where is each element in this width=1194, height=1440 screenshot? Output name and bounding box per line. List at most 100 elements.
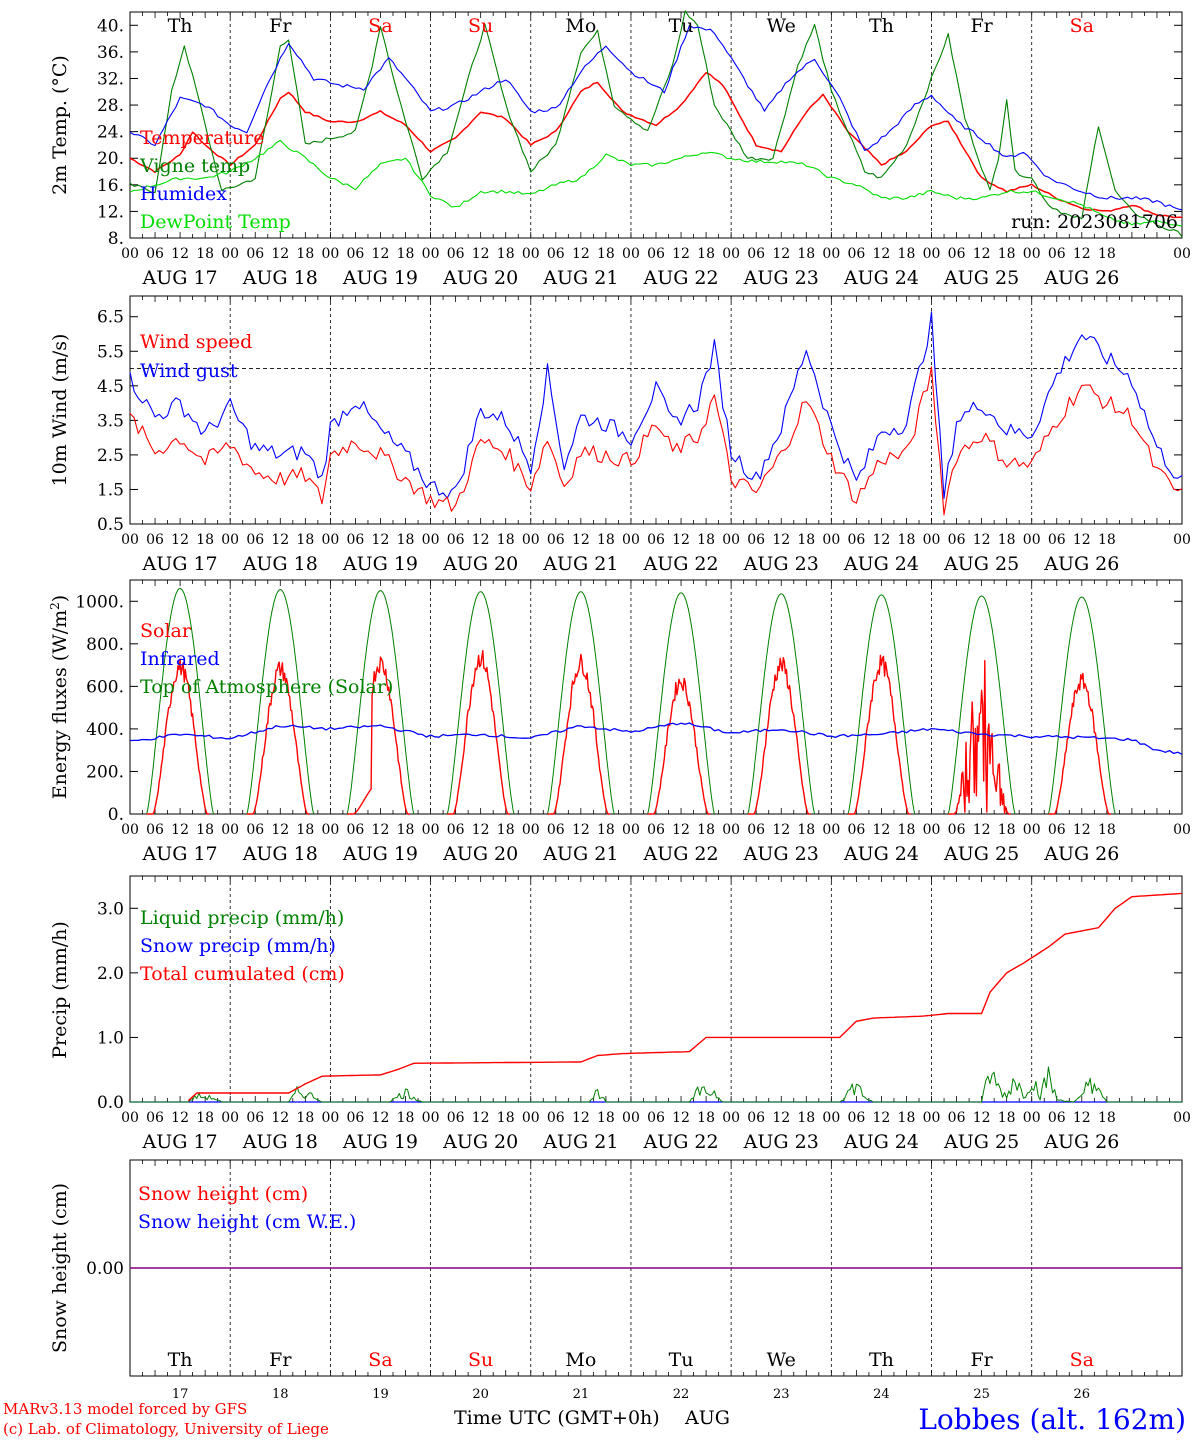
hour-tick-label: 00 bbox=[422, 822, 440, 838]
date-label: AUG 24 bbox=[843, 267, 919, 289]
hour-tick-label: 00 bbox=[822, 822, 840, 838]
hour-tick-label: 18 bbox=[697, 822, 715, 838]
date-label: AUG 17 bbox=[142, 553, 218, 575]
energy-panel: 0. 200. 400. 600. 800. 1000.Energy fluxes (W/… bbox=[48, 579, 1191, 865]
hour-tick-label: 12 bbox=[171, 532, 189, 548]
legend-solar: Solar bbox=[140, 620, 192, 642]
weekday-label: Mo bbox=[565, 1349, 596, 1371]
weekday-label: We bbox=[767, 1349, 796, 1371]
hour-tick-label: 12 bbox=[973, 1110, 991, 1126]
date-label: AUG 23 bbox=[743, 267, 819, 289]
date-label: AUG 18 bbox=[242, 267, 318, 289]
wind-panel: 0.5 1.5 2.5 3.5 4.5 5.5 6.5 10m Wind (m/s) Wind … bbox=[49, 295, 1191, 575]
hour-tick-label: 12 bbox=[873, 532, 891, 548]
date-label: AUG 17 bbox=[142, 843, 218, 865]
hour-tick-label: 12 bbox=[873, 822, 891, 838]
day-number-label: 23 bbox=[773, 1387, 790, 1402]
hour-tick-label: 18 bbox=[497, 1110, 515, 1126]
date-label: AUG 24 bbox=[843, 843, 919, 865]
date-label: AUG 25 bbox=[943, 843, 1019, 865]
hour-tick-label: 12 bbox=[472, 1110, 490, 1126]
hour-tick-label: 06 bbox=[547, 1110, 565, 1126]
hour-tick-label: 00 bbox=[522, 1110, 540, 1126]
hour-tick-label: 18 bbox=[797, 532, 815, 548]
toa-curve bbox=[547, 591, 615, 815]
hour-tick-label: 12 bbox=[672, 1110, 690, 1126]
hour-tick-label: 00 bbox=[221, 822, 239, 838]
hour-tick-label: 00 bbox=[622, 246, 640, 262]
hour-tick-label: 18 bbox=[497, 822, 515, 838]
date-label: AUG 21 bbox=[542, 553, 618, 575]
hour-tick-label: 00 bbox=[622, 822, 640, 838]
legend-total-cumulated-cm-: Total cumulated (cm) bbox=[140, 963, 345, 985]
hour-tick-label: 12 bbox=[672, 532, 690, 548]
hour-tick-label: 00 bbox=[722, 822, 740, 838]
date-label: AUG 22 bbox=[642, 1131, 718, 1153]
series-line-2 bbox=[129, 25, 1183, 211]
date-label: AUG 18 bbox=[242, 553, 318, 575]
liquid-precip-line bbox=[130, 1066, 1182, 1103]
hour-tick-label: 18 bbox=[1098, 246, 1116, 262]
date-label: AUG 25 bbox=[943, 553, 1019, 575]
hour-tick-label: 18 bbox=[998, 822, 1016, 838]
hour-tick-label: 00 bbox=[321, 246, 339, 262]
hour-tick-label: 18 bbox=[497, 246, 515, 262]
day-number-label: 25 bbox=[973, 1387, 990, 1402]
date-label: AUG 18 bbox=[242, 843, 318, 865]
date-label: AUG 22 bbox=[642, 553, 718, 575]
legend-snow-precip-mm-h-: Snow precip (mm/h) bbox=[140, 935, 336, 957]
hour-tick-label: 06 bbox=[246, 532, 264, 548]
date-label: AUG 25 bbox=[943, 267, 1019, 289]
hour-tick-label: 00 bbox=[522, 246, 540, 262]
hour-tick-label: 06 bbox=[447, 1110, 465, 1126]
y-tick-label: 6.5 bbox=[97, 308, 124, 328]
hour-tick-label: 18 bbox=[296, 1110, 314, 1126]
weekday-label: Th bbox=[168, 1349, 193, 1371]
day-number-label: 24 bbox=[873, 1387, 890, 1402]
weekday-label: We bbox=[767, 15, 796, 37]
hour-tick-label: 06 bbox=[1048, 532, 1066, 548]
y-tick-label: 0.0 bbox=[97, 1093, 124, 1113]
hour-tick-label: 00 bbox=[321, 532, 339, 548]
hour-tick-label: 12 bbox=[372, 246, 390, 262]
toa-curve bbox=[947, 595, 1016, 815]
y-tick-label: 5.5 bbox=[97, 342, 124, 362]
precip-panel: 0.0 1.0 2.0 3.0 Precip (mm/h) Liquid precip (… bbox=[49, 875, 1191, 1153]
y-tick-label: 2.0 bbox=[97, 964, 124, 984]
date-label: AUG 18 bbox=[242, 1131, 318, 1153]
hour-tick-label: 06 bbox=[647, 1110, 665, 1126]
legend-temperature: Temperature bbox=[140, 127, 264, 149]
weekday-label: Th bbox=[869, 1349, 894, 1371]
hour-tick-label: 06 bbox=[347, 246, 365, 262]
hour-tick-label: 06 bbox=[447, 822, 465, 838]
series-line-3 bbox=[129, 139, 1183, 227]
weekday-label: Fr bbox=[269, 15, 292, 37]
hour-tick-label: 12 bbox=[973, 246, 991, 262]
hour-tick-label: 18 bbox=[697, 1110, 715, 1126]
legend-top-of-atmosphere-solar-: Top of Atmosphere (Solar) bbox=[140, 676, 393, 698]
hour-tick-label: 06 bbox=[1048, 1110, 1066, 1126]
legend-vigne-temp: Vigne temp bbox=[139, 155, 250, 177]
credits-model: MARv3.13 model forced by GFS bbox=[3, 1400, 247, 1418]
legend-snow-height-cm-: Snow height (cm) bbox=[138, 1183, 308, 1205]
hour-tick-label: 00 bbox=[221, 1110, 239, 1126]
solar-curve bbox=[1048, 672, 1111, 815]
hour-tick-label: 12 bbox=[271, 1110, 289, 1126]
hour-tick-label: 12 bbox=[772, 1110, 790, 1126]
legend-infrared: Infrared bbox=[140, 648, 220, 670]
hour-tick-label: 06 bbox=[847, 822, 865, 838]
date-label: AUG 21 bbox=[542, 267, 618, 289]
hour-tick-label: 12 bbox=[171, 246, 189, 262]
weekday-label: Tu bbox=[669, 1349, 694, 1371]
hour-tick-label: 00 bbox=[522, 822, 540, 838]
hour-tick-label: 00 bbox=[121, 246, 139, 262]
weekday-label: Sa bbox=[368, 15, 392, 37]
weekday-label: Th bbox=[168, 15, 193, 37]
toa-curve bbox=[847, 594, 916, 815]
hour-tick-label: 12 bbox=[372, 1110, 390, 1126]
hour-tick-label: 06 bbox=[647, 246, 665, 262]
hour-tick-label: 12 bbox=[873, 246, 891, 262]
y-tick-label: 2.5 bbox=[97, 446, 124, 466]
toa-curve bbox=[1047, 596, 1116, 815]
toa-curve bbox=[446, 591, 515, 815]
